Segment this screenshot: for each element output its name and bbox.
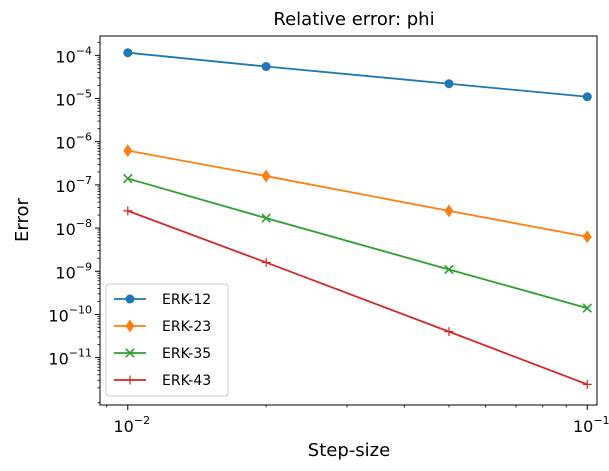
data-point xyxy=(123,48,133,58)
legend-marker xyxy=(125,319,135,333)
data-point xyxy=(261,62,271,72)
y-tick-label: 10−8 xyxy=(55,217,92,239)
x-axis-label: Step-size xyxy=(308,440,390,461)
y-tick-label: 10−10 xyxy=(48,303,92,325)
data-point xyxy=(582,303,593,313)
x-tick-label: 10−2 xyxy=(114,414,151,436)
series-erk-35 xyxy=(123,173,593,313)
legend: ERK-12 ERK-23 ERK-35 ERK-43 xyxy=(105,283,229,397)
chart-title: Relative error: phi xyxy=(273,9,434,30)
legend-label: ERK-23 xyxy=(162,319,211,335)
series-line xyxy=(127,210,588,386)
data-point xyxy=(261,257,271,267)
legend-label: ERK-35 xyxy=(162,346,211,362)
y-tick-label: 10−7 xyxy=(55,174,92,196)
y-tick-label: 10−5 xyxy=(55,87,92,109)
y-tick-label: 10−4 xyxy=(55,44,92,66)
data-point xyxy=(444,204,454,218)
data-point xyxy=(261,169,271,183)
data-point xyxy=(123,173,133,184)
series-erk-12 xyxy=(123,48,592,102)
series-line xyxy=(127,177,588,309)
y-tick-label: 10−11 xyxy=(48,347,92,369)
series-group xyxy=(123,48,593,389)
legend-marker xyxy=(125,348,135,358)
data-point xyxy=(123,206,133,216)
plot-frame xyxy=(99,35,598,406)
data-point xyxy=(444,264,454,275)
legend-label: ERK-12 xyxy=(162,292,211,308)
data-point xyxy=(444,79,454,89)
legend-label: ERK-43 xyxy=(162,373,211,389)
data-point xyxy=(261,213,271,223)
data-point xyxy=(123,144,133,158)
data-point xyxy=(582,92,592,102)
legend-marker xyxy=(125,375,135,385)
data-point xyxy=(444,327,454,337)
legend-box xyxy=(105,283,229,397)
axes: 10−2 10−1 10−4 10−5 10−6 10−7 10−8 10−9 10−10 10−… xyxy=(48,35,609,436)
y-tick-label: 10−9 xyxy=(55,260,92,282)
data-point xyxy=(582,230,592,244)
series-line xyxy=(127,149,588,238)
legend-marker xyxy=(125,294,135,304)
x-tick-label: 10−1 xyxy=(573,414,609,436)
y-tick-label: 10−6 xyxy=(55,131,92,153)
series-erk-23 xyxy=(123,144,592,244)
legend-item: ERK-43 xyxy=(114,373,211,389)
legend-item: ERK-12 xyxy=(114,292,211,308)
series-line xyxy=(127,51,588,98)
legend-item: ERK-35 xyxy=(114,346,211,362)
series-erk-43 xyxy=(123,206,592,389)
legend-item: ERK-23 xyxy=(114,319,211,335)
data-point xyxy=(582,379,592,389)
y-axis-label: Error xyxy=(12,197,33,241)
